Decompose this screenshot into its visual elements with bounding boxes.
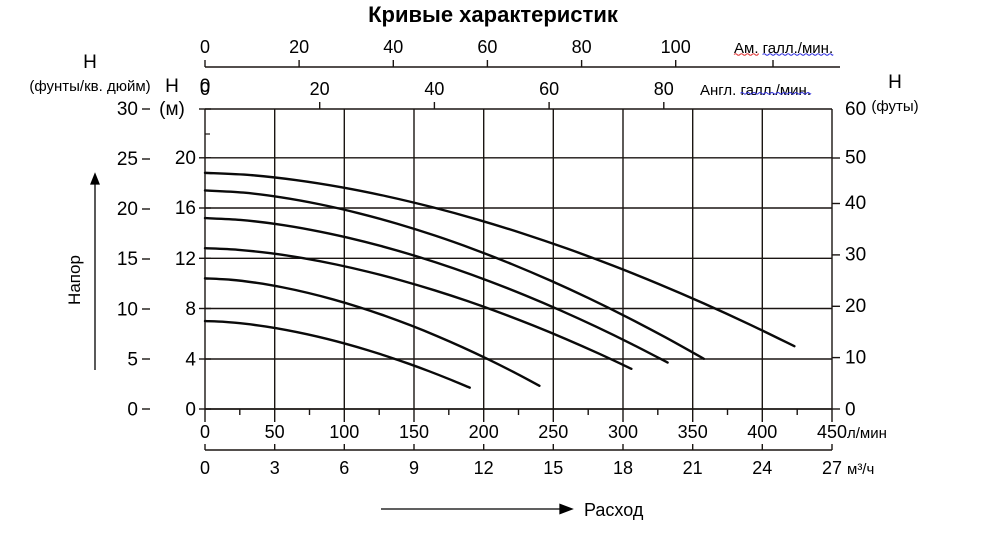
svg-text:18: 18 bbox=[613, 458, 633, 478]
svg-text:150: 150 bbox=[399, 422, 429, 442]
svg-text:л/мин: л/мин bbox=[847, 425, 887, 442]
svg-text:200: 200 bbox=[469, 422, 499, 442]
svg-text:6: 6 bbox=[339, 458, 349, 478]
svg-text:0: 0 bbox=[200, 37, 210, 57]
svg-text:25: 25 bbox=[117, 149, 138, 170]
svg-text:24: 24 bbox=[752, 458, 772, 478]
svg-text:20: 20 bbox=[310, 79, 330, 99]
svg-text:0: 0 bbox=[185, 400, 196, 421]
svg-text:(м): (м) bbox=[159, 99, 185, 120]
svg-text:Англ. галл./мин.: Англ. галл./мин. bbox=[700, 82, 811, 99]
svg-text:40: 40 bbox=[845, 193, 866, 214]
svg-text:H: H bbox=[83, 52, 97, 73]
svg-text:350: 350 bbox=[678, 422, 708, 442]
svg-text:12: 12 bbox=[474, 458, 494, 478]
svg-text:30: 30 bbox=[845, 245, 866, 266]
svg-text:8: 8 bbox=[185, 299, 196, 320]
svg-text:100: 100 bbox=[329, 422, 359, 442]
svg-text:16: 16 bbox=[175, 198, 196, 219]
svg-text:50: 50 bbox=[265, 422, 285, 442]
svg-text:80: 80 bbox=[654, 79, 674, 99]
svg-text:20: 20 bbox=[175, 148, 196, 169]
svg-text:80: 80 bbox=[572, 37, 592, 57]
svg-text:60: 60 bbox=[477, 37, 497, 57]
svg-text:40: 40 bbox=[424, 79, 444, 99]
svg-text:0: 0 bbox=[127, 400, 138, 421]
svg-text:Расход: Расход bbox=[584, 500, 644, 520]
svg-text:H: H bbox=[888, 72, 902, 93]
svg-text:Напор: Напор bbox=[65, 255, 84, 305]
svg-text:(фунты/кв. дюйм): (фунты/кв. дюйм) bbox=[29, 78, 150, 95]
svg-text:Кривые характеристик: Кривые характеристик bbox=[368, 2, 619, 27]
svg-text:0: 0 bbox=[200, 76, 211, 97]
svg-text:H: H bbox=[165, 76, 179, 97]
svg-text:450: 450 bbox=[817, 422, 847, 442]
svg-text:10: 10 bbox=[845, 348, 866, 369]
svg-text:300: 300 bbox=[608, 422, 638, 442]
svg-text:20: 20 bbox=[845, 296, 866, 317]
svg-text:0: 0 bbox=[200, 422, 210, 442]
svg-text:м³/ч: м³/ч bbox=[847, 461, 874, 478]
svg-text:(футы): (футы) bbox=[871, 98, 918, 115]
svg-text:9: 9 bbox=[409, 458, 419, 478]
svg-text:50: 50 bbox=[845, 148, 866, 169]
svg-text:21: 21 bbox=[683, 458, 703, 478]
svg-text:60: 60 bbox=[539, 79, 559, 99]
svg-text:10: 10 bbox=[117, 300, 138, 321]
svg-text:4: 4 bbox=[185, 350, 196, 371]
svg-text:5: 5 bbox=[127, 350, 138, 371]
svg-text:0: 0 bbox=[200, 458, 210, 478]
svg-text:12: 12 bbox=[175, 249, 196, 270]
svg-text:0: 0 bbox=[845, 400, 856, 421]
svg-text:27: 27 bbox=[822, 458, 842, 478]
svg-text:20: 20 bbox=[289, 37, 309, 57]
svg-text:30: 30 bbox=[117, 99, 138, 120]
svg-text:100: 100 bbox=[661, 37, 691, 57]
svg-text:40: 40 bbox=[383, 37, 403, 57]
svg-text:250: 250 bbox=[538, 422, 568, 442]
svg-text:400: 400 bbox=[747, 422, 777, 442]
svg-text:15: 15 bbox=[543, 458, 563, 478]
svg-text:3: 3 bbox=[270, 458, 280, 478]
svg-text:15: 15 bbox=[117, 249, 138, 270]
svg-text:20: 20 bbox=[117, 199, 138, 220]
svg-text:60: 60 bbox=[845, 99, 866, 120]
